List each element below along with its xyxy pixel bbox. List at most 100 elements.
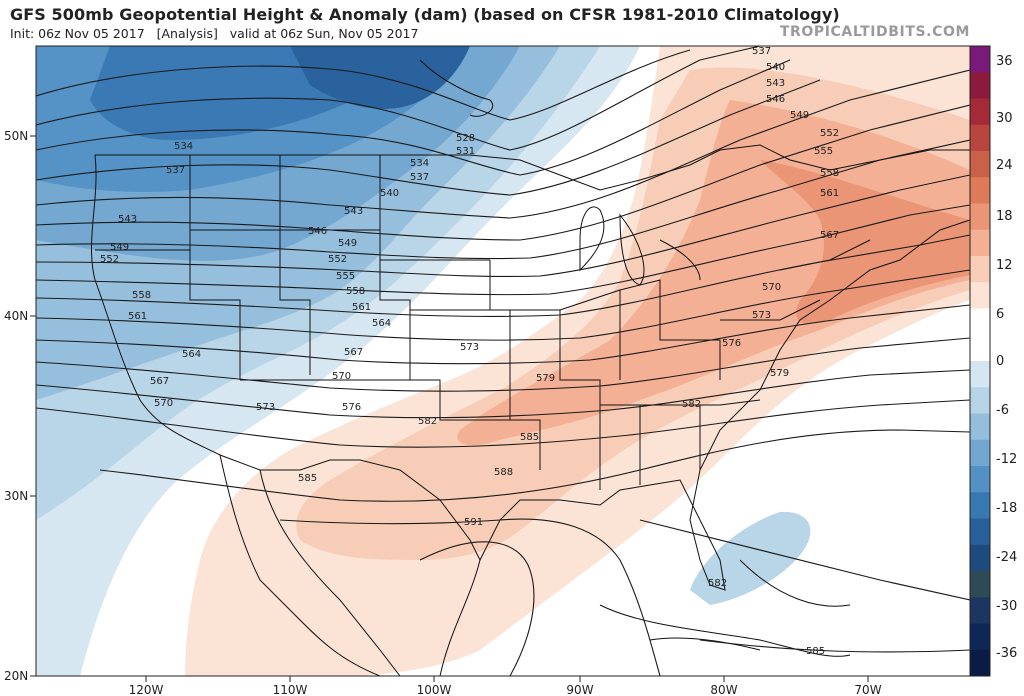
lon-label: 90W bbox=[566, 683, 593, 696]
contour-label: 567 bbox=[820, 230, 839, 241]
colorbar-label: -24 bbox=[996, 550, 1017, 565]
colorbar-segment bbox=[970, 466, 990, 493]
contour-label: 579 bbox=[536, 373, 555, 384]
contour-label: 543 bbox=[118, 214, 137, 225]
colorbar-segment bbox=[970, 124, 990, 152]
colorbar-segment bbox=[970, 229, 990, 257]
colorbar-segment bbox=[970, 282, 990, 309]
colorbar-label: -12 bbox=[996, 452, 1017, 467]
colorbar-label: 24 bbox=[996, 158, 1013, 173]
colorbar-label: -36 bbox=[996, 646, 1017, 661]
contour-label: 543 bbox=[344, 206, 363, 217]
contour-label: 570 bbox=[154, 398, 173, 409]
contour-label: 540 bbox=[766, 62, 785, 73]
colorbar-label: 36 bbox=[996, 54, 1013, 69]
contour-label: 546 bbox=[766, 94, 785, 105]
contour-label: 558 bbox=[820, 168, 839, 179]
contour-label: 537 bbox=[752, 46, 771, 57]
contour-label: 561 bbox=[128, 311, 147, 322]
lat-label: 30N bbox=[4, 489, 28, 503]
height-contours bbox=[36, 46, 970, 676]
contour-label: 534 bbox=[174, 141, 193, 152]
lon-label: 100W bbox=[417, 683, 452, 696]
latitude-axis bbox=[30, 135, 36, 677]
contour-label: 576 bbox=[342, 402, 361, 413]
colorbar-label: 12 bbox=[996, 258, 1013, 273]
colorbar-segment bbox=[970, 387, 990, 414]
contour-label: 558 bbox=[132, 290, 151, 301]
colorbar-segment bbox=[970, 72, 990, 99]
contour-label: 534 bbox=[410, 158, 429, 169]
colorbar-frame bbox=[969, 45, 991, 677]
colorbar-segment bbox=[970, 597, 990, 624]
site-brand: TROPICALTIDBITS.COM bbox=[779, 24, 970, 40]
contour-label: 549 bbox=[790, 110, 809, 121]
contour-label: 528 bbox=[456, 133, 475, 144]
colorbar-segment bbox=[970, 308, 990, 336]
colorbar-segment bbox=[970, 98, 990, 126]
contour-label: 558 bbox=[346, 286, 365, 297]
contour-label: 582 bbox=[682, 399, 701, 410]
contour-label: 540 bbox=[380, 188, 399, 199]
colorbar-segment bbox=[970, 518, 990, 546]
init-time: Init: 06z Nov 05 2017 bbox=[10, 26, 145, 41]
contour-label: 564 bbox=[372, 318, 391, 329]
contour-label: 573 bbox=[460, 342, 479, 353]
contour-label: 585 bbox=[298, 473, 317, 484]
longitude-axis bbox=[145, 676, 869, 682]
colorbar-labels: 36 30 24 18 12 6 0 -6 -12 -18 -24 -30 -3… bbox=[996, 54, 1017, 661]
contour-label: 552 bbox=[100, 254, 119, 265]
colorbar-segment bbox=[970, 361, 990, 388]
contour-label: 537 bbox=[166, 165, 185, 176]
map-subtitle: Init: 06z Nov 05 2017 [Analysis] valid a… bbox=[10, 26, 418, 41]
contour-label: 555 bbox=[814, 146, 833, 157]
contour-label: 591 bbox=[464, 517, 483, 528]
lat-label: 50N bbox=[4, 129, 28, 143]
contour-label: 588 bbox=[494, 467, 513, 478]
contour-label: 564 bbox=[182, 349, 201, 360]
contour-label: 555 bbox=[336, 271, 355, 282]
analysis-tag: [Analysis] bbox=[156, 26, 218, 41]
contour-label: 573 bbox=[752, 310, 771, 321]
contour-label: 582 bbox=[418, 416, 437, 427]
contour-label: 570 bbox=[332, 371, 351, 382]
contour-label: 567 bbox=[150, 376, 169, 387]
colorbar-segment bbox=[970, 177, 990, 204]
lon-label: 80W bbox=[710, 683, 737, 696]
colorbar-label: -30 bbox=[996, 599, 1017, 614]
colorbar-segment bbox=[970, 203, 990, 231]
colorbar-label: 6 bbox=[996, 307, 1004, 322]
contour-label: 573 bbox=[256, 402, 275, 413]
contour-label: 585 bbox=[520, 432, 539, 443]
contour-label: 561 bbox=[352, 302, 371, 313]
contour-label: 537 bbox=[410, 172, 429, 183]
contour-label: 552 bbox=[820, 128, 839, 139]
colorbar-label: -6 bbox=[996, 403, 1009, 418]
contour-label: 576 bbox=[722, 338, 741, 349]
lon-label: 120W bbox=[129, 683, 164, 696]
colorbar-segment bbox=[970, 413, 990, 441]
colorbar-segment bbox=[970, 439, 990, 467]
colorbar-label: 18 bbox=[996, 209, 1013, 224]
contour-labels: 537 540 543 546 549 552 555 558 561 567 … bbox=[100, 46, 839, 657]
colorbar-segment bbox=[970, 151, 990, 178]
contour-label: 549 bbox=[110, 242, 129, 253]
colorbar-segment bbox=[970, 571, 990, 598]
colorbar-label: 0 bbox=[996, 354, 1004, 369]
colorbar-segment bbox=[970, 492, 990, 519]
contour-label: 582 bbox=[708, 578, 727, 589]
colorbar-segment bbox=[970, 46, 990, 73]
anomaly-colorbar bbox=[970, 46, 990, 677]
colorbar-segment bbox=[970, 256, 990, 283]
contour-label: 561 bbox=[820, 188, 839, 199]
contour-label: 543 bbox=[766, 78, 785, 89]
colorbar-segment bbox=[970, 649, 990, 677]
contour-label: 567 bbox=[344, 347, 363, 358]
contour-label: 531 bbox=[456, 146, 475, 157]
contour-label: 552 bbox=[328, 254, 347, 265]
map-title: GFS 500mb Geopotential Height & Anomaly … bbox=[10, 5, 840, 24]
colorbar-label: 30 bbox=[996, 111, 1013, 126]
colorbar-segment bbox=[970, 334, 990, 362]
colorbar-segment bbox=[970, 544, 990, 572]
contour-label: 585 bbox=[806, 646, 825, 657]
